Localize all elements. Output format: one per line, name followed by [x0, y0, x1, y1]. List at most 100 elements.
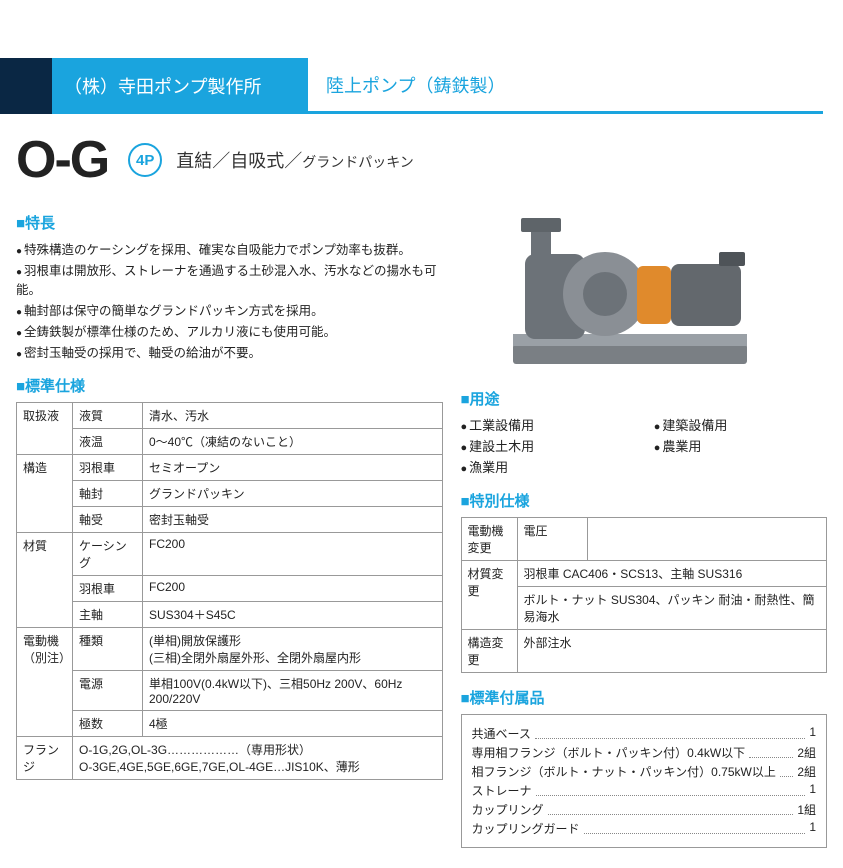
- spec-group: 取扱液: [17, 403, 73, 455]
- spec-value: SUS304＋S45C: [143, 602, 443, 628]
- feature-item: 羽根車は開放形、ストレーナを通過する土砂混入水、汚水などの揚水も可能。: [16, 260, 443, 298]
- accessory-qty: 1: [809, 725, 816, 742]
- spec-key: 液質: [73, 403, 143, 429]
- special-value: 外部注水: [517, 630, 827, 673]
- accessories-heading: ■標準付属品: [461, 687, 828, 708]
- right-column: ■用途 工業設備用建築設備用建設土木用農業用漁業用 ■特別仕様 電動機変更電圧材…: [461, 198, 828, 848]
- spec-value: 密封玉軸受: [143, 507, 443, 533]
- spec-row: 材質ケーシングFC200: [17, 533, 443, 576]
- accessory-label: 共通ベース: [472, 725, 531, 742]
- model-code: O-G: [16, 130, 108, 190]
- spec-value: グランドパッキン: [143, 481, 443, 507]
- accessory-qty: 2組: [797, 744, 816, 761]
- spec-key: 羽根車: [73, 455, 143, 481]
- content-columns: ■特長 特殊構造のケーシングを採用、確実な自吸能力でポンプ効率も抜群。羽根車は開…: [0, 190, 843, 868]
- accessory-qty: 1: [809, 782, 816, 799]
- spec-key: ケーシング: [73, 533, 143, 576]
- spec-key: 主軸: [73, 602, 143, 628]
- special-value: 羽根車 CAC406・SCS13、主軸 SUS316: [517, 561, 827, 587]
- spec-row: フランジO-1G,2G,OL-3G………………（専用形状） O-3GE,4GE,…: [17, 737, 443, 780]
- accessory-label: ストレーナ: [472, 782, 532, 799]
- use-item: 漁業用: [461, 457, 634, 476]
- spec-group: フランジ: [17, 737, 73, 780]
- spec-key: 羽根車: [73, 576, 143, 602]
- features-list: 特殊構造のケーシングを採用、確実な自吸能力でポンプ効率も抜群。羽根車は開放形、ス…: [16, 239, 443, 361]
- accessory-label: 専用相フランジ（ボルト・パッキン付）0.4kW以下: [472, 744, 746, 761]
- spec-row: 軸受密封玉軸受: [17, 507, 443, 533]
- accessory-qty: 1: [809, 820, 816, 837]
- dotted-leader: [749, 744, 793, 758]
- accessory-item: ストレーナ 1: [472, 782, 817, 799]
- spec-row: 液温0〜40℃（凍結のないこと）: [17, 429, 443, 455]
- spec-value: 単相100V(0.4kW以下)、三相50Hz 200V、60Hz 200/220…: [143, 671, 443, 711]
- spec-value: O-1G,2G,OL-3G………………（専用形状） O-3GE,4GE,5GE,…: [73, 737, 443, 780]
- feature-item: 軸封部は保守の簡単なグランドパッキン方式を採用。: [16, 300, 443, 319]
- uses-heading: ■用途: [461, 388, 828, 409]
- feature-item: 密封玉軸受の採用で、軸受の給油が不要。: [16, 342, 443, 361]
- dotted-leader: [584, 820, 806, 834]
- spec-group: 材質: [17, 533, 73, 628]
- header-brand: （株）寺田ポンプ製作所: [52, 58, 308, 114]
- dotted-leader: [536, 782, 806, 796]
- accessory-label: 相フランジ（ボルト・ナット・パッキン付）0.75kW以上: [472, 763, 776, 780]
- uses-grid: 工業設備用建築設備用建設土木用農業用漁業用: [461, 415, 828, 476]
- spec-row: 取扱液液質清水、汚水: [17, 403, 443, 429]
- special-key1: 構造変更: [461, 630, 517, 673]
- spec-heading: ■標準仕様: [16, 375, 443, 396]
- header-bar: （株）寺田ポンプ製作所 陸上ポンプ（鋳鉄製）: [0, 58, 843, 114]
- spec-value: FC200: [143, 533, 443, 576]
- spec-key: 種類: [73, 628, 143, 671]
- dotted-leader: [780, 763, 793, 777]
- spec-group: 構造: [17, 455, 73, 533]
- spec-group: 電動機（別注）: [17, 628, 73, 737]
- accessory-item: 共通ベース 1: [472, 725, 817, 742]
- accessory-item: カップリングガード 1: [472, 820, 817, 837]
- accessories-box: 共通ベース1専用相フランジ（ボルト・パッキン付）0.4kW以下2組相フランジ（ボ…: [461, 714, 828, 848]
- special-value: ボルト・ナット SUS304、パッキン 耐油・耐熱性、簡易海水: [517, 587, 827, 630]
- title-row: O-G 4P 直結／自吸式／グランドパッキン: [0, 114, 843, 190]
- pole-badge: 4P: [128, 143, 162, 177]
- spec-value: セミオープン: [143, 455, 443, 481]
- spec-key: 電源: [73, 671, 143, 711]
- spec-value: 清水、汚水: [143, 403, 443, 429]
- accessory-qty: 1組: [797, 801, 816, 818]
- spec-value: 4極: [143, 711, 443, 737]
- special-key1: 材質変更: [461, 561, 517, 630]
- spec-row: 極数4極: [17, 711, 443, 737]
- special-key1: 電動機変更: [461, 518, 517, 561]
- use-item: 工業設備用: [461, 415, 634, 434]
- pump-image: [485, 194, 775, 374]
- spec-key: 軸封: [73, 481, 143, 507]
- header-subtitle: 陸上ポンプ（鋳鉄製）: [308, 58, 823, 114]
- special-row: 材質変更羽根車 CAC406・SCS13、主軸 SUS316: [461, 561, 827, 587]
- spec-row: 羽根車FC200: [17, 576, 443, 602]
- special-row: 構造変更外部注水: [461, 630, 827, 673]
- spec-key: 液温: [73, 429, 143, 455]
- accessory-item: 専用相フランジ（ボルト・パッキン付）0.4kW以下 2組: [472, 744, 817, 761]
- spec-row: 軸封グランドパッキン: [17, 481, 443, 507]
- special-value: [587, 518, 827, 561]
- spec-value: FC200: [143, 576, 443, 602]
- use-item: 建設土木用: [461, 436, 634, 455]
- spec-row: 構造羽根車セミオープン: [17, 455, 443, 481]
- dotted-leader: [535, 725, 805, 739]
- spec-value: 0〜40℃（凍結のないこと）: [143, 429, 443, 455]
- feature-item: 全鋳鉄製が標準仕様のため、アルカリ液にも使用可能。: [16, 321, 443, 340]
- spec-table: 取扱液液質清水、汚水液温0〜40℃（凍結のないこと）構造羽根車セミオープン軸封グ…: [16, 402, 443, 780]
- use-item: 建築設備用: [654, 415, 827, 434]
- accessory-item: 相フランジ（ボルト・ナット・パッキン付）0.75kW以上 2組: [472, 763, 817, 780]
- pump-icon: [485, 194, 775, 374]
- spec-row: 主軸SUS304＋S45C: [17, 602, 443, 628]
- header-dark-block: [0, 58, 52, 114]
- left-column: ■特長 特殊構造のケーシングを採用、確実な自吸能力でポンプ効率も抜群。羽根車は開…: [16, 198, 443, 848]
- accessory-label: カップリング: [472, 801, 544, 818]
- accessory-qty: 2組: [797, 763, 816, 780]
- special-row: 電動機変更電圧: [461, 518, 827, 561]
- title-desc-main: 直結／自吸式／: [176, 151, 302, 171]
- features-heading: ■特長: [16, 212, 443, 233]
- spec-row: 電源単相100V(0.4kW以下)、三相50Hz 200V、60Hz 200/2…: [17, 671, 443, 711]
- dotted-leader: [548, 801, 794, 815]
- spec-key: 極数: [73, 711, 143, 737]
- accessory-label: カップリングガード: [472, 820, 580, 837]
- accessory-item: カップリング 1組: [472, 801, 817, 818]
